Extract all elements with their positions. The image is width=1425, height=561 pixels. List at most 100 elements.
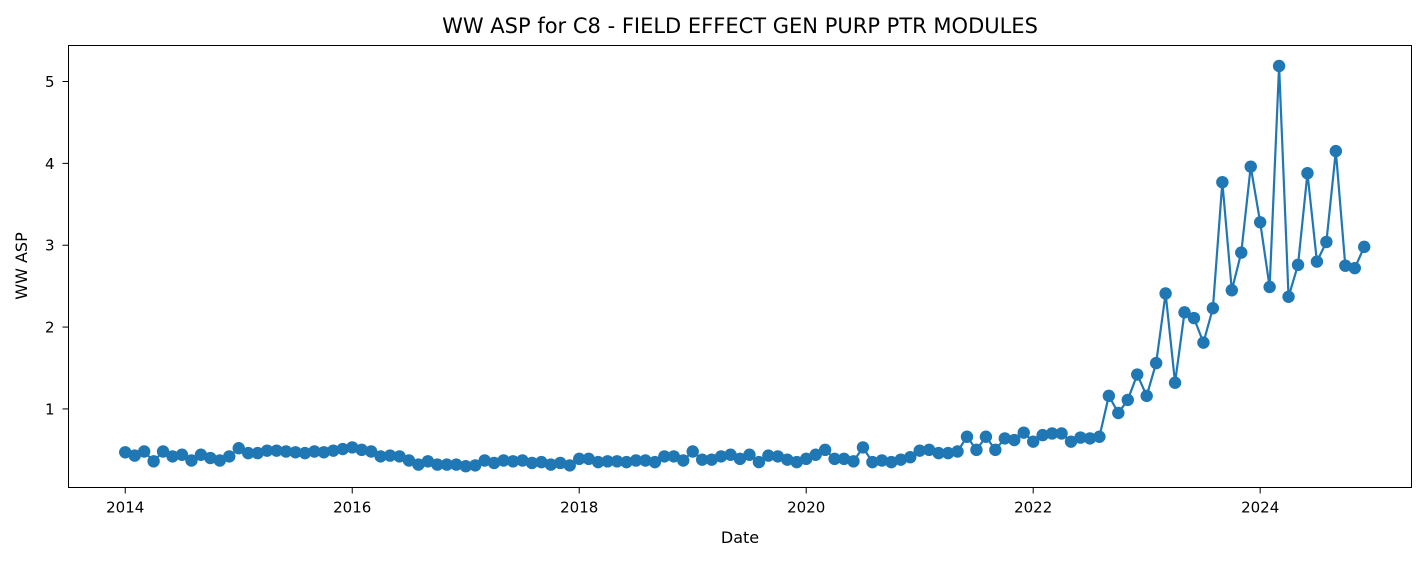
- data-point: [128, 449, 141, 462]
- data-point: [894, 453, 907, 466]
- data-point: [478, 454, 491, 467]
- data-point: [620, 455, 633, 469]
- data-point: [1140, 389, 1153, 403]
- data-point: [1206, 302, 1220, 315]
- data-point: [781, 453, 794, 466]
- data-point: [1017, 426, 1030, 439]
- data-point: [402, 454, 416, 467]
- data-point: [951, 445, 964, 458]
- data-point: [506, 455, 520, 468]
- data-point: [213, 454, 227, 467]
- data-point: [809, 448, 822, 461]
- data-point: [1216, 175, 1229, 189]
- data-point: [847, 455, 860, 468]
- data-point: [677, 454, 690, 467]
- data-point: [1026, 435, 1040, 448]
- data-point: [1074, 431, 1087, 444]
- data-point: [346, 441, 359, 454]
- data-point: [1093, 430, 1106, 443]
- data-point: [1102, 389, 1116, 403]
- data-point: [733, 452, 747, 466]
- series-line: [124, 65, 1366, 468]
- data-point: [251, 446, 264, 460]
- data-point: [468, 459, 482, 472]
- data-point: [1008, 433, 1021, 447]
- data-point: [137, 445, 151, 458]
- data-point: [1083, 432, 1097, 445]
- plot-area: [119, 59, 1371, 473]
- data-point: [941, 446, 955, 460]
- data-point: [1301, 166, 1314, 180]
- data-point: [667, 450, 680, 463]
- data-point: [374, 450, 387, 463]
- data-point: [1225, 284, 1239, 297]
- data-point: [866, 455, 879, 469]
- x-tick-label: 2016: [333, 499, 371, 517]
- y-tick-label: 5: [45, 73, 55, 91]
- data-point: [989, 443, 1002, 457]
- data-point: [1159, 287, 1172, 300]
- data-point: [260, 444, 274, 457]
- data-point: [242, 446, 255, 460]
- data-point: [298, 446, 312, 460]
- data-point: [960, 430, 974, 443]
- data-point: [1320, 235, 1333, 249]
- data-point: [828, 452, 841, 466]
- data-point: [147, 455, 160, 468]
- data-point: [1235, 246, 1248, 259]
- axis-ticks: 2014 2016 2018 2020 2022 2024 1 2 3 4 5: [45, 73, 1279, 516]
- data-point: [336, 442, 349, 456]
- data-point: [412, 458, 425, 471]
- data-point: [308, 445, 321, 458]
- data-point: [686, 445, 699, 458]
- x-tick-label: 2018: [560, 499, 598, 517]
- data-point: [714, 450, 728, 463]
- data-point: [421, 455, 435, 468]
- data-point: [762, 449, 775, 462]
- data-point: [1291, 258, 1305, 272]
- data-point: [1036, 428, 1049, 442]
- data-point: [270, 444, 283, 457]
- data-point: [364, 445, 378, 458]
- data-point: [166, 450, 179, 463]
- data-point: [970, 443, 983, 457]
- data-point: [1339, 259, 1352, 272]
- data-point: [818, 443, 832, 457]
- data-point: [913, 444, 926, 457]
- axes-frame: [68, 45, 1412, 488]
- data-point: [554, 456, 567, 470]
- data-point: [1282, 290, 1295, 303]
- data-point: [563, 459, 576, 472]
- data-point: [601, 455, 614, 468]
- data-point: [535, 455, 548, 469]
- data-point: [573, 452, 586, 466]
- data-point: [194, 448, 208, 461]
- data-point: [1197, 336, 1210, 349]
- x-tick-label: 2022: [1014, 499, 1052, 517]
- data-point: [317, 446, 331, 459]
- data-point: [837, 452, 851, 466]
- data-point: [724, 448, 737, 461]
- data-point: [800, 452, 813, 466]
- data-point: [156, 445, 170, 458]
- data-point: [1168, 376, 1182, 389]
- data-point: [204, 451, 217, 465]
- data-point: [979, 430, 993, 443]
- data-point: [629, 454, 643, 467]
- data-point: [771, 450, 785, 463]
- data-point: [1121, 393, 1134, 407]
- data-point: [1358, 240, 1371, 254]
- data-point: [856, 441, 870, 454]
- x-tick-label: 2014: [106, 499, 144, 517]
- data-point: [393, 450, 406, 463]
- x-tick-label: 2020: [787, 499, 825, 517]
- data-point: [516, 454, 529, 467]
- data-point: [1149, 356, 1163, 370]
- data-point: [185, 454, 198, 467]
- x-axis-label: Date: [721, 528, 759, 547]
- data-point: [922, 443, 936, 457]
- chart-title: WW ASP for C8 - FIELD EFFECT GEN PURP PT…: [442, 14, 1038, 38]
- data-point: [591, 455, 605, 469]
- data-point: [544, 458, 558, 471]
